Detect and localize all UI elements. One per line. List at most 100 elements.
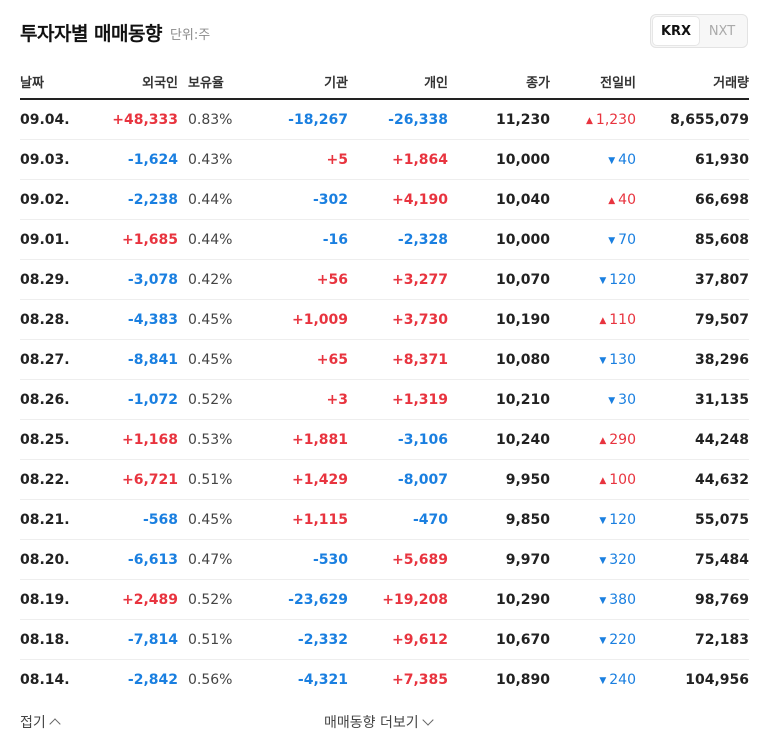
change-value: 30 bbox=[618, 391, 636, 408]
more-trading-button[interactable]: 매매동향 더보기 bbox=[324, 712, 434, 732]
foreign-cell: -2,238 bbox=[92, 179, 178, 220]
foreign-cell: -3,078 bbox=[92, 259, 178, 300]
change-value: 130 bbox=[609, 351, 636, 368]
holding-ratio-cell: 0.51% bbox=[178, 619, 250, 660]
table-row: 08.21. -568 0.45% +1,115 -470 9,850 ▼ 120 55,075 bbox=[20, 499, 749, 540]
foreign-cell: -7,814 bbox=[92, 619, 178, 660]
close-cell: 9,970 bbox=[448, 539, 550, 580]
change-cell: ▼ 30 bbox=[550, 379, 636, 420]
close-cell: 10,000 bbox=[448, 219, 550, 260]
institution-cell: -16 bbox=[250, 219, 348, 260]
fold-label: 접기 bbox=[20, 715, 46, 731]
foreign-cell: +6,721 bbox=[92, 459, 178, 500]
date-cell: 08.20. bbox=[20, 539, 92, 580]
institution-cell: +1,429 bbox=[250, 459, 348, 500]
change-cell: ▼ 380 bbox=[550, 579, 636, 620]
market-option-krx[interactable]: KRX bbox=[653, 17, 699, 45]
foreign-cell: +1,168 bbox=[92, 419, 178, 460]
close-cell: 10,000 bbox=[448, 139, 550, 180]
institution-cell: +1,881 bbox=[250, 419, 348, 460]
table-row: 08.25. +1,168 0.53% +1,881 -3,106 10,240 ▲ 290 4… bbox=[20, 419, 749, 460]
individual-cell: +19,208 bbox=[348, 579, 448, 620]
table-row: 08.19. +2,489 0.52% -23,629 +19,208 10,290 ▼ 38… bbox=[20, 579, 749, 620]
date-cell: 08.21. bbox=[20, 499, 92, 540]
table-row: 08.27. -8,841 0.45% +65 +8,371 10,080 ▼ 130 38,2… bbox=[20, 339, 749, 380]
table-row: 09.03. -1,624 0.43% +5 +1,864 10,000 ▼ 40 61,930 bbox=[20, 139, 749, 180]
change-value: 290 bbox=[609, 431, 636, 448]
institution-cell: -530 bbox=[250, 539, 348, 580]
holding-ratio-cell: 0.42% bbox=[178, 259, 250, 300]
close-cell: 10,890 bbox=[495, 671, 550, 688]
institution-cell: +5 bbox=[250, 139, 348, 180]
triangle-up-icon: ▲ bbox=[599, 435, 607, 446]
triangle-down-icon: ▼ bbox=[608, 155, 616, 166]
individual-cell: +9,612 bbox=[348, 619, 448, 660]
foreign-cell: -568 bbox=[92, 499, 178, 540]
institution-cell: -302 bbox=[250, 179, 348, 220]
holding-ratio-cell: 0.44% bbox=[178, 219, 250, 260]
table-row: 08.20. -6,613 0.47% -530 +5,689 9,970 ▼ 320 75,4… bbox=[20, 539, 749, 580]
institution-cell: +1,009 bbox=[250, 299, 348, 340]
change-value: 40 bbox=[618, 191, 636, 208]
change-cell: ▼ 70 bbox=[550, 219, 636, 260]
volume-cell: 104,956 bbox=[685, 671, 749, 688]
close-cell: 11,230 bbox=[448, 99, 550, 140]
triangle-down-icon: ▼ bbox=[608, 395, 616, 406]
institution-cell: +1,115 bbox=[250, 499, 348, 540]
triangle-down-icon: ▼ bbox=[599, 635, 607, 646]
individual-cell: -8,007 bbox=[348, 459, 448, 500]
change-cell: ▼ 120 bbox=[550, 259, 636, 300]
triangle-up-icon: ▲ bbox=[599, 315, 607, 326]
volume-cell: 31,135 bbox=[636, 379, 749, 420]
change-cell: ▼ 40 bbox=[550, 139, 636, 180]
date-cell: 09.03. bbox=[20, 139, 92, 180]
date-cell: 08.25. bbox=[20, 419, 92, 460]
change-cell: ▲ 100 bbox=[550, 459, 636, 500]
change-value: 380 bbox=[609, 591, 636, 608]
table-row: 08.28. -4,383 0.45% +1,009 +3,730 10,190 ▲ 110 7… bbox=[20, 299, 749, 340]
volume-cell: 61,930 bbox=[636, 139, 749, 180]
header-institution: 기관 bbox=[250, 64, 348, 100]
holding-ratio-cell: 0.53% bbox=[178, 419, 250, 460]
individual-cell: +1,319 bbox=[348, 379, 448, 420]
individual-cell: +4,190 bbox=[348, 179, 448, 220]
triangle-down-icon: ▼ bbox=[599, 515, 607, 526]
holding-ratio-cell: 0.43% bbox=[178, 139, 250, 180]
change-value: 120 bbox=[609, 511, 636, 528]
change-value: 1,230 bbox=[595, 111, 636, 128]
individual-cell: -3,106 bbox=[348, 419, 448, 460]
date-cell: 08.28. bbox=[20, 299, 92, 340]
volume-cell: 75,484 bbox=[636, 539, 749, 580]
change-cell: ▼ 240 bbox=[550, 660, 636, 700]
trading-table: 날짜 외국인 보유율 기관 개인 종가 전일비 거래량 09.04. +48,33… bbox=[20, 64, 749, 699]
date-cell: 08.19. bbox=[20, 579, 92, 620]
volume-cell: 85,608 bbox=[636, 219, 749, 260]
change-cell: ▼ 220 bbox=[550, 619, 636, 660]
header-individual: 개인 bbox=[348, 64, 448, 100]
foreign-cell: +1,685 bbox=[92, 219, 178, 260]
change-value: 220 bbox=[609, 631, 636, 648]
volume-cell: 37,807 bbox=[636, 259, 749, 300]
market-option-nxt[interactable]: NXT bbox=[708, 23, 736, 39]
triangle-up-icon: ▲ bbox=[585, 115, 593, 126]
date-cell: 08.29. bbox=[20, 259, 92, 300]
triangle-down-icon: ▼ bbox=[599, 675, 607, 686]
header-foreign: 외국인 bbox=[92, 64, 178, 100]
date-cell: 08.26. bbox=[20, 379, 92, 420]
panel-title: 투자자별 매매동향 bbox=[20, 22, 162, 45]
change-value: 110 bbox=[609, 311, 636, 328]
fold-button[interactable]: 접기 bbox=[20, 712, 61, 732]
volume-cell: 98,769 bbox=[636, 579, 749, 620]
triangle-down-icon: ▼ bbox=[608, 235, 616, 246]
table-row: 09.01. +1,685 0.44% -16 -2,328 10,000 ▼ 70 85,60… bbox=[20, 219, 749, 260]
holding-ratio-cell: 0.45% bbox=[178, 299, 250, 340]
table-row: 08.18. -7,814 0.51% -2,332 +9,612 10,670 ▼ 220 7… bbox=[20, 619, 749, 660]
close-cell: 10,670 bbox=[448, 619, 550, 660]
foreign-cell: -6,613 bbox=[92, 539, 178, 580]
panel-footer: 접기 매매동향 더보기 bbox=[20, 704, 749, 740]
foreign-cell: -1,072 bbox=[92, 379, 178, 420]
chevron-down-icon bbox=[421, 714, 434, 726]
close-cell: 9,950 bbox=[448, 459, 550, 500]
individual-cell: -2,328 bbox=[348, 219, 448, 260]
